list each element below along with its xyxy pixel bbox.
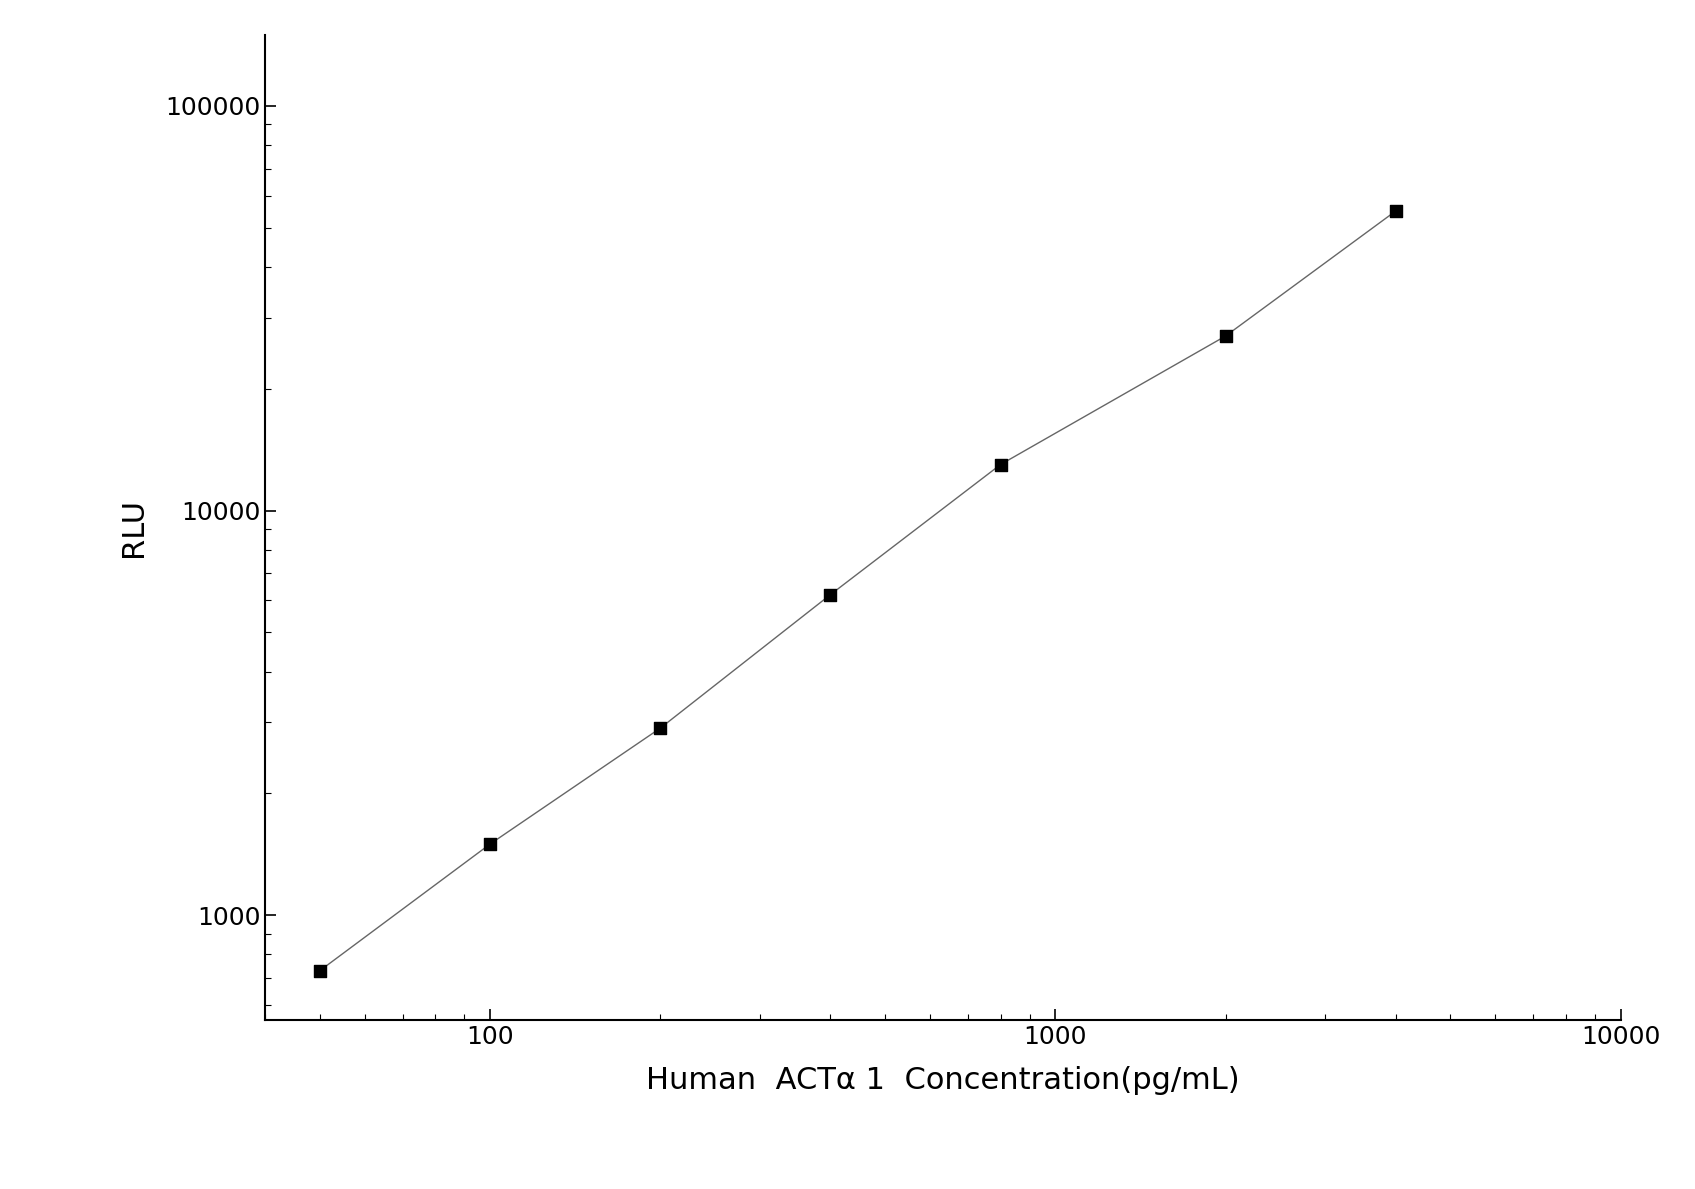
Point (1381, 201, 1409, 220)
Point (307, 961, 334, 980)
Point (1212, 327, 1239, 346)
Point (817, 585, 844, 604)
Point (986, 455, 1014, 474)
Point (647, 718, 675, 737)
Y-axis label: RLU: RLU (119, 498, 149, 556)
Point (476, 835, 503, 854)
X-axis label: Human  ACTα 1  Concentration(pg/mL): Human ACTα 1 Concentration(pg/mL) (646, 1065, 1239, 1095)
